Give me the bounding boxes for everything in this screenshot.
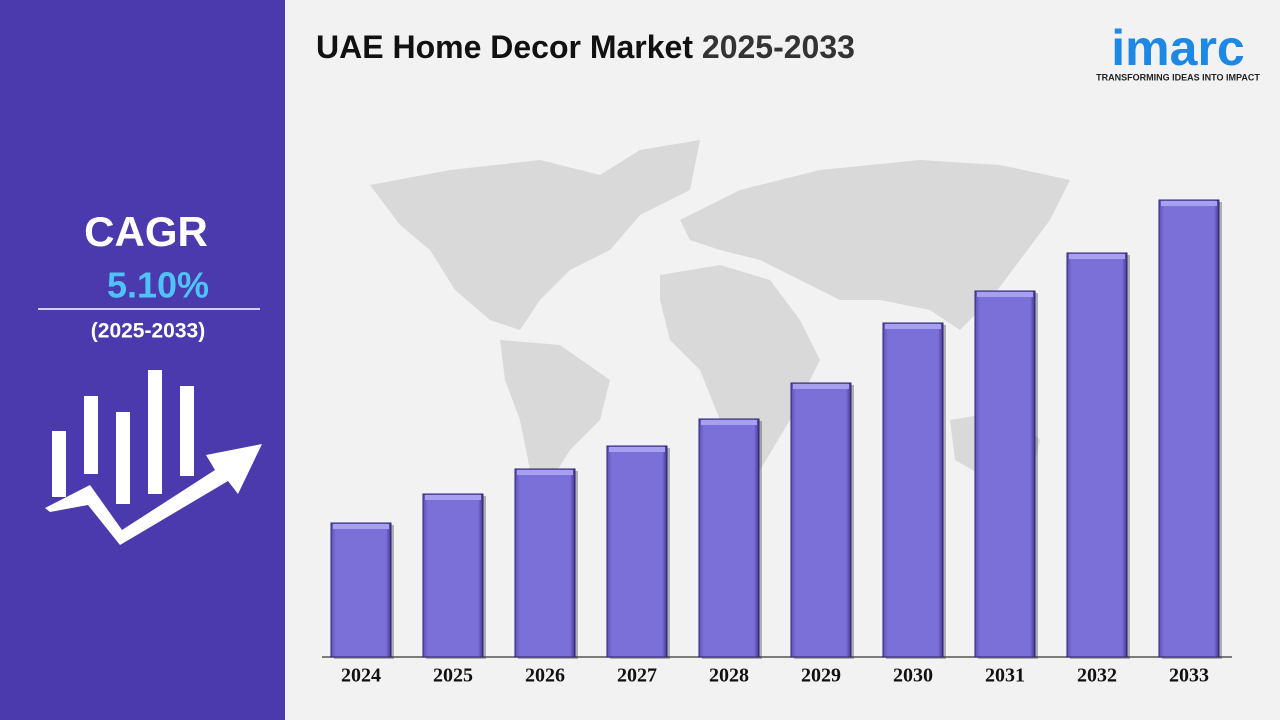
world-map — [370, 140, 1070, 490]
bar — [330, 522, 392, 658]
bar-cap — [425, 495, 481, 500]
x-tick-label: 2030 — [893, 665, 933, 687]
bar-cap — [885, 324, 941, 329]
cagr-label: CAGR — [84, 208, 208, 255]
bar-cap — [977, 292, 1033, 297]
logo-name: imarc — [1111, 20, 1244, 76]
x-tick-label: 2024 — [341, 665, 381, 687]
bar — [514, 468, 576, 658]
bar — [882, 322, 944, 658]
x-tick-label: 2029 — [801, 665, 841, 687]
title-period: 2025-2033 — [702, 29, 855, 65]
bar — [790, 382, 852, 658]
bar — [606, 445, 668, 658]
bar — [1066, 252, 1128, 658]
bar-cap — [1161, 201, 1217, 206]
bar-cap — [609, 447, 665, 452]
x-tick-label: 2031 — [985, 665, 1025, 687]
bar-cap — [333, 524, 389, 529]
title-main: UAE Home Decor Market — [316, 29, 693, 65]
x-tick-label: 2032 — [1077, 665, 1117, 687]
cagr-value: 5.10% — [107, 265, 209, 306]
chart-title: UAE Home Decor Market 2025-2033 — [316, 29, 855, 65]
x-tick-label: 2028 — [709, 665, 749, 687]
bar — [1158, 199, 1220, 658]
bar — [698, 418, 760, 658]
x-tick-label: 2027 — [617, 665, 657, 687]
x-tick-label: 2025 — [433, 665, 473, 687]
bar-cap — [701, 420, 757, 425]
logo-tagline: TRANSFORMING IDEAS INTO IMPACT — [1096, 72, 1260, 82]
bar-cap — [517, 470, 573, 475]
bar — [974, 290, 1036, 658]
growth-icon — [45, 370, 262, 545]
cagr-period: (2025-2033) — [91, 320, 205, 343]
side-panel — [0, 0, 285, 720]
bar-cap — [793, 384, 849, 389]
bar — [422, 493, 484, 658]
bar-cap — [1069, 254, 1125, 259]
x-tick-label: 2033 — [1169, 665, 1209, 687]
x-tick-label: 2026 — [525, 665, 565, 687]
